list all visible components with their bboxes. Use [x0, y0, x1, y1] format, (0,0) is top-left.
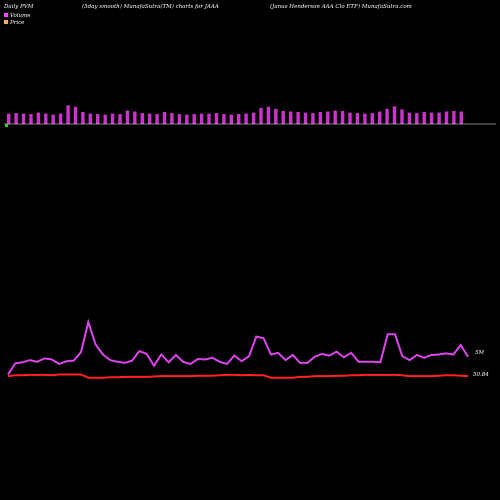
- volume-bar: [14, 113, 18, 124]
- volume-bar: [125, 110, 130, 124]
- volume-bar: [370, 113, 374, 124]
- volume-bar: [392, 106, 397, 124]
- legend-swatch-price: [4, 20, 8, 24]
- volume-bar: [274, 108, 278, 124]
- volume-bar: [378, 111, 382, 124]
- volume-bar: [88, 113, 92, 124]
- header-left: Daily PVM: [3, 4, 34, 10]
- volume-bar: [459, 111, 463, 124]
- volume-bar: [311, 113, 315, 124]
- volume-bar: [73, 106, 78, 124]
- volume-bar: [229, 114, 233, 124]
- volume-level-label: 5M: [475, 350, 484, 356]
- volume-bar: [429, 112, 434, 124]
- volume-bar: [259, 107, 263, 124]
- volume-bar: [444, 111, 449, 124]
- volume-bar: [81, 112, 85, 124]
- volume-bar: [318, 112, 322, 124]
- volume-bar: [415, 113, 419, 124]
- volume-bar: [214, 113, 219, 124]
- volume-bar: [355, 113, 360, 124]
- volume-bar: [155, 114, 159, 124]
- volume-bar: [96, 114, 100, 124]
- legend-label-price: Price: [9, 20, 25, 26]
- volume-bar: [437, 112, 441, 124]
- volume-bar: [51, 114, 55, 124]
- price-level-label: 50.84: [473, 372, 489, 378]
- volume-bar: [348, 112, 352, 124]
- volume-bar: [385, 108, 389, 124]
- volume-bar: [103, 114, 107, 124]
- volume-bar: [303, 112, 308, 124]
- volume-bar: [199, 113, 204, 124]
- volume-bar: [177, 114, 182, 124]
- price-line: [7, 373, 469, 379]
- volume-bar: [185, 114, 189, 124]
- volume-bar: [110, 113, 115, 124]
- volume-bar: [29, 114, 33, 124]
- header-right: (Janus Henderson AAA Clo ETF) MunafaSutr…: [270, 3, 412, 10]
- legend: Volume Price: [4, 13, 31, 26]
- volume-bar: [44, 113, 48, 124]
- legend-label-volume: Volume: [10, 13, 31, 19]
- volume-bar: [407, 112, 412, 124]
- volume-bar: [36, 112, 41, 124]
- volume-bar: [170, 113, 174, 124]
- volume-bar: [400, 109, 404, 124]
- legend-swatch-volume: [4, 13, 8, 17]
- volume-bars: [7, 105, 463, 124]
- volume-bar: [7, 113, 11, 124]
- volume-bar: [296, 112, 300, 124]
- volume-bar: [289, 111, 293, 124]
- volume-bar: [281, 111, 285, 124]
- negative-volume-bar: [5, 124, 8, 127]
- header-center: (5day smooth) MunafaSutra(TM) charts for…: [82, 3, 219, 10]
- volume-bar: [133, 111, 137, 124]
- volume-line: [7, 318, 469, 376]
- volume-bar: [340, 111, 345, 124]
- volume-bar: [148, 113, 152, 124]
- volume-bar: [452, 111, 456, 124]
- volume-bar: [422, 112, 426, 124]
- volume-bar: [244, 113, 248, 124]
- volume-bar: [237, 114, 241, 124]
- volume-bar: [326, 111, 330, 124]
- volume-bar: [118, 114, 122, 124]
- volume-bar: [333, 110, 337, 124]
- volume-bar: [222, 114, 226, 124]
- volume-bar: [66, 105, 70, 124]
- volume-bar: [266, 106, 271, 124]
- volume-bar: [251, 112, 256, 124]
- volume-bar: [58, 113, 63, 124]
- volume-bar: [363, 113, 367, 124]
- volume-bar: [21, 113, 26, 124]
- volume-bar: [207, 113, 211, 124]
- volume-bar: [140, 113, 144, 124]
- volume-bar: [192, 114, 196, 124]
- volume-bar: [162, 112, 167, 124]
